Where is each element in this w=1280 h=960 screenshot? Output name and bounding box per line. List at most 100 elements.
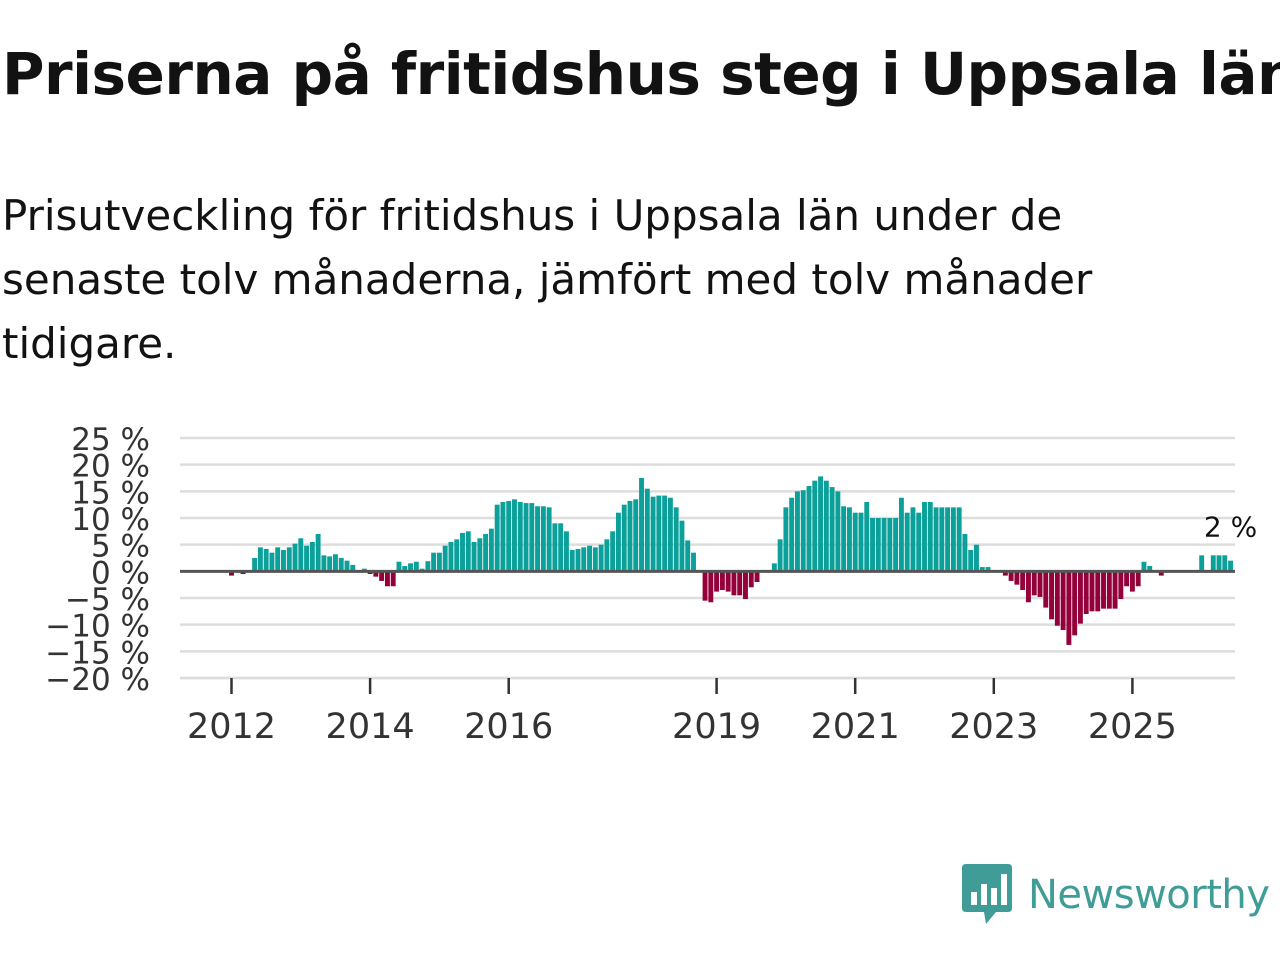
bar <box>1066 571 1072 645</box>
bar <box>615 512 621 572</box>
bar <box>1222 555 1228 572</box>
bar <box>338 558 344 572</box>
bar <box>748 571 754 588</box>
bar <box>777 539 783 572</box>
bar <box>436 552 442 572</box>
bar <box>1112 571 1118 609</box>
bar <box>968 550 974 572</box>
bar <box>460 532 465 572</box>
bar <box>1049 571 1055 620</box>
price-change-bar-chart: 25 %20 %15 %10 %5 %0 %−5 %−10 %−15 %−20 … <box>45 422 1257 747</box>
bar <box>1124 571 1130 587</box>
bar <box>910 507 916 572</box>
bar <box>875 518 881 572</box>
bar <box>558 523 564 572</box>
bar <box>327 556 333 572</box>
bar <box>633 499 639 572</box>
y-tick-label: −15 % <box>45 635 150 671</box>
bar <box>841 506 847 572</box>
bar <box>922 502 927 572</box>
bar <box>702 571 708 601</box>
bar <box>1037 571 1043 597</box>
bar <box>927 502 933 572</box>
bar <box>229 571 234 576</box>
bar <box>795 491 800 572</box>
bar <box>627 500 633 572</box>
bar <box>852 512 858 572</box>
bar <box>373 571 379 577</box>
grid-lines <box>180 436 1235 680</box>
bar <box>298 538 304 572</box>
bar <box>488 528 494 572</box>
bar <box>656 495 662 572</box>
bar <box>390 571 396 587</box>
y-tick-label: −5 % <box>65 582 150 618</box>
bar <box>575 548 581 572</box>
bar <box>939 507 945 572</box>
bar <box>1089 571 1095 612</box>
bar <box>662 495 668 572</box>
bar-chart-speech-bubble-icon <box>962 862 1012 928</box>
y-tick-label: 25 % <box>71 422 150 458</box>
page-title: Priserna på fritidshus steg i Uppsala lä… <box>2 40 1280 108</box>
bar <box>1026 571 1031 603</box>
bar <box>263 548 269 572</box>
bar <box>1199 555 1205 572</box>
bar <box>598 544 604 572</box>
bar <box>442 545 448 572</box>
bar <box>309 542 315 572</box>
bar <box>708 571 714 603</box>
x-tick-label: 2025 <box>1088 707 1177 747</box>
x-tick-label: 2012 <box>187 707 276 747</box>
x-tick-label: 2016 <box>464 707 553 747</box>
bar <box>956 507 962 572</box>
bar <box>823 480 829 572</box>
bar <box>540 506 546 572</box>
bar <box>685 540 691 572</box>
bar <box>829 487 835 572</box>
bar <box>1210 555 1216 572</box>
bar <box>933 507 939 572</box>
y-tick-label: 10 % <box>71 502 150 538</box>
x-tick-label: 2019 <box>672 707 761 747</box>
bar <box>1054 571 1060 626</box>
y-axis-ticks: 25 %20 %15 %10 %5 %0 %−5 %−10 %−15 %−20 … <box>45 422 150 698</box>
bar <box>281 550 286 572</box>
bar <box>587 545 593 572</box>
bar <box>950 507 956 572</box>
bar <box>1228 560 1234 572</box>
bar <box>1031 571 1037 596</box>
bar <box>581 547 587 572</box>
bar <box>1129 571 1135 592</box>
bar <box>1043 571 1049 608</box>
bar <box>431 552 437 572</box>
bar <box>835 491 841 572</box>
bar <box>639 478 644 572</box>
newsworthy-logo: Newsworthy <box>962 862 1270 928</box>
bar <box>1106 571 1112 609</box>
bar <box>529 503 535 572</box>
bar <box>945 507 951 572</box>
x-tick-label: 2021 <box>811 707 900 747</box>
bar <box>904 512 910 572</box>
bar <box>517 502 523 572</box>
bar <box>448 542 454 572</box>
bar <box>384 571 390 587</box>
bar <box>1077 571 1083 624</box>
bar <box>333 554 338 572</box>
bar <box>731 571 737 596</box>
bar <box>315 534 321 572</box>
bar <box>408 563 413 572</box>
bar <box>754 571 760 582</box>
bar <box>1060 571 1066 630</box>
bar <box>1158 571 1164 576</box>
bar <box>465 531 471 572</box>
y-tick-label: −20 % <box>45 662 150 698</box>
bar <box>650 496 656 572</box>
bar <box>691 552 696 572</box>
bar <box>719 571 725 590</box>
bar <box>350 564 356 572</box>
bar <box>846 507 852 572</box>
bar <box>679 520 685 572</box>
bar <box>275 547 281 572</box>
